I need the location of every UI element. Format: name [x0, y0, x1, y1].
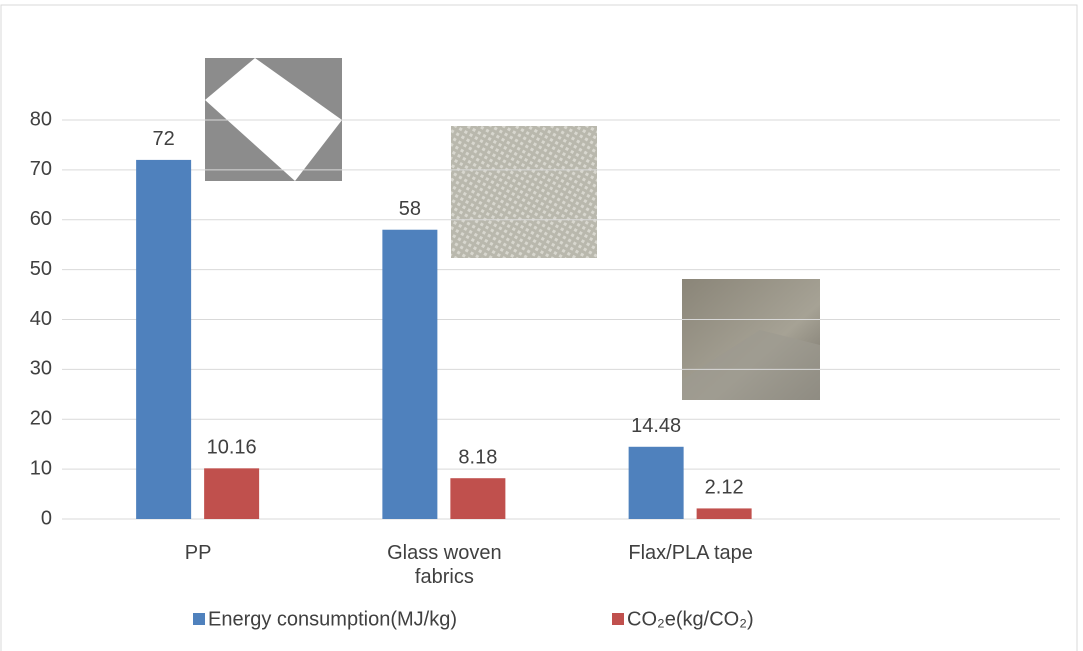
legend-swatch — [193, 613, 205, 625]
data-label: 14.48 — [631, 415, 681, 437]
y-tick-label: 10 — [30, 457, 52, 479]
data-label: 8.18 — [458, 446, 497, 468]
data-label: 10.16 — [207, 437, 257, 459]
data-label: 2.12 — [705, 477, 744, 499]
bar — [204, 468, 260, 519]
photo-flax — [682, 279, 820, 400]
x-tick-label: Glass woven fabrics — [387, 542, 502, 588]
bar — [696, 508, 752, 519]
photo-glass — [451, 126, 597, 258]
bar — [382, 229, 438, 519]
y-tick-label: 20 — [30, 408, 52, 430]
legend-swatch — [612, 613, 624, 625]
y-tick-label: 40 — [30, 308, 52, 330]
bar — [450, 478, 506, 519]
legend-label: CO₂e(kg/CO₂) — [627, 608, 754, 630]
y-tick-label: 0 — [41, 507, 52, 529]
data-label: 72 — [153, 128, 175, 150]
bar — [136, 159, 192, 519]
y-tick-label: 60 — [30, 208, 52, 230]
legend-label: Energy consumption(MJ/kg) — [208, 608, 457, 630]
y-tick-label: 50 — [30, 258, 52, 280]
x-tick-label: PP — [184, 542, 212, 564]
x-tick-label: Flax/PLA tape — [628, 542, 753, 564]
y-tick-label: 30 — [30, 358, 52, 380]
y-tick-label: 80 — [30, 108, 52, 130]
y-tick-label: 70 — [30, 158, 52, 180]
data-label: 58 — [399, 198, 421, 220]
bar — [628, 446, 684, 519]
chart-border — [0, 4, 1078, 651]
